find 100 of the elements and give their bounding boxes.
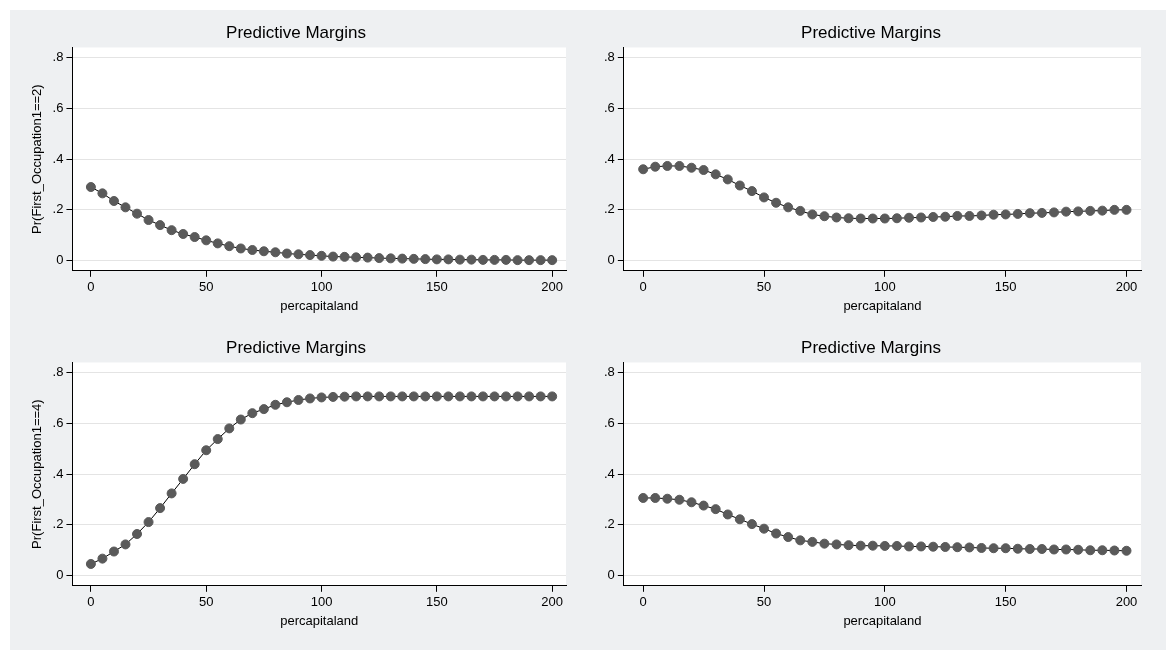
x-tick-label: 150 <box>994 594 1017 610</box>
point <box>1024 543 1035 554</box>
point <box>843 213 854 224</box>
point <box>512 391 523 402</box>
point <box>408 253 419 264</box>
point <box>316 250 327 261</box>
point <box>940 211 951 222</box>
point <box>108 546 119 557</box>
point <box>85 558 96 569</box>
chart-title: Predictive Margins <box>801 22 941 42</box>
x-tick-label: 0 <box>639 279 647 295</box>
point <box>1121 204 1132 215</box>
point <box>904 541 914 552</box>
point <box>1121 545 1132 556</box>
x-axis-title: percapitaland <box>843 297 922 313</box>
point <box>466 254 477 265</box>
x-tick-label: 0 <box>87 279 95 295</box>
y-tick-label: .8 <box>604 49 615 65</box>
point <box>524 391 535 402</box>
chart-title: Predictive Margins <box>801 337 941 357</box>
point <box>964 210 975 221</box>
point <box>891 213 902 224</box>
point <box>397 391 408 402</box>
point <box>1000 543 1011 554</box>
point <box>831 212 842 223</box>
point <box>339 251 350 262</box>
point <box>879 540 890 551</box>
y-tick-label: .8 <box>604 364 615 380</box>
x-tick-label: 50 <box>198 594 214 610</box>
point <box>722 509 733 520</box>
point <box>1109 545 1120 556</box>
point <box>85 182 96 193</box>
x-tick-label: 50 <box>198 279 214 295</box>
point <box>247 408 258 419</box>
x-tick-label: 0 <box>639 594 647 610</box>
point <box>638 492 649 503</box>
point <box>339 391 350 402</box>
point <box>351 252 362 263</box>
point <box>952 542 963 553</box>
point <box>771 197 782 208</box>
x-axis-title: percapitaland <box>843 612 922 628</box>
y-tick-label: .6 <box>52 99 64 115</box>
point <box>132 529 143 540</box>
point <box>258 404 269 415</box>
point <box>650 492 661 503</box>
point <box>928 211 939 222</box>
point <box>746 186 757 197</box>
point <box>431 254 442 265</box>
y-tick-label: .4 <box>604 150 615 166</box>
point <box>771 528 782 539</box>
point <box>501 391 512 402</box>
point <box>454 391 465 402</box>
point <box>443 254 454 265</box>
chart-title: Predictive Margins <box>226 337 366 357</box>
y-tick-label: .8 <box>52 364 64 380</box>
point <box>1049 207 1059 218</box>
point <box>489 254 500 265</box>
point <box>258 246 269 257</box>
point <box>819 211 830 222</box>
point <box>362 252 373 263</box>
point <box>397 253 408 264</box>
x-tick-label: 150 <box>425 594 448 610</box>
point <box>547 255 558 266</box>
y-tick-label: .4 <box>604 465 615 481</box>
point <box>235 243 246 254</box>
point <box>270 247 281 258</box>
point <box>795 205 806 216</box>
point <box>477 391 488 402</box>
x-tick-label: 150 <box>425 279 448 295</box>
point <box>650 161 661 172</box>
point <box>408 391 419 402</box>
y-tick-label: 0 <box>607 252 615 268</box>
point <box>674 494 685 505</box>
point <box>1000 209 1011 220</box>
point <box>710 169 721 180</box>
y-tick-label: .8 <box>52 49 64 65</box>
point <box>374 391 385 402</box>
point <box>235 414 246 425</box>
point <box>328 391 339 402</box>
point <box>1061 206 1072 217</box>
point <box>293 249 304 260</box>
point <box>940 541 951 552</box>
point <box>988 543 999 554</box>
point <box>783 202 794 213</box>
point <box>189 232 200 243</box>
x-axis-title: percapitaland <box>280 612 359 628</box>
point <box>638 164 649 175</box>
point <box>783 532 794 543</box>
point <box>867 540 878 551</box>
point <box>698 500 709 511</box>
point <box>316 392 327 403</box>
point <box>819 538 830 549</box>
point <box>843 540 854 551</box>
x-tick-label: 100 <box>873 594 896 610</box>
point <box>807 209 818 220</box>
point <box>351 391 362 402</box>
point <box>964 542 975 553</box>
point <box>201 445 212 456</box>
point <box>855 540 866 551</box>
point <box>420 391 431 402</box>
